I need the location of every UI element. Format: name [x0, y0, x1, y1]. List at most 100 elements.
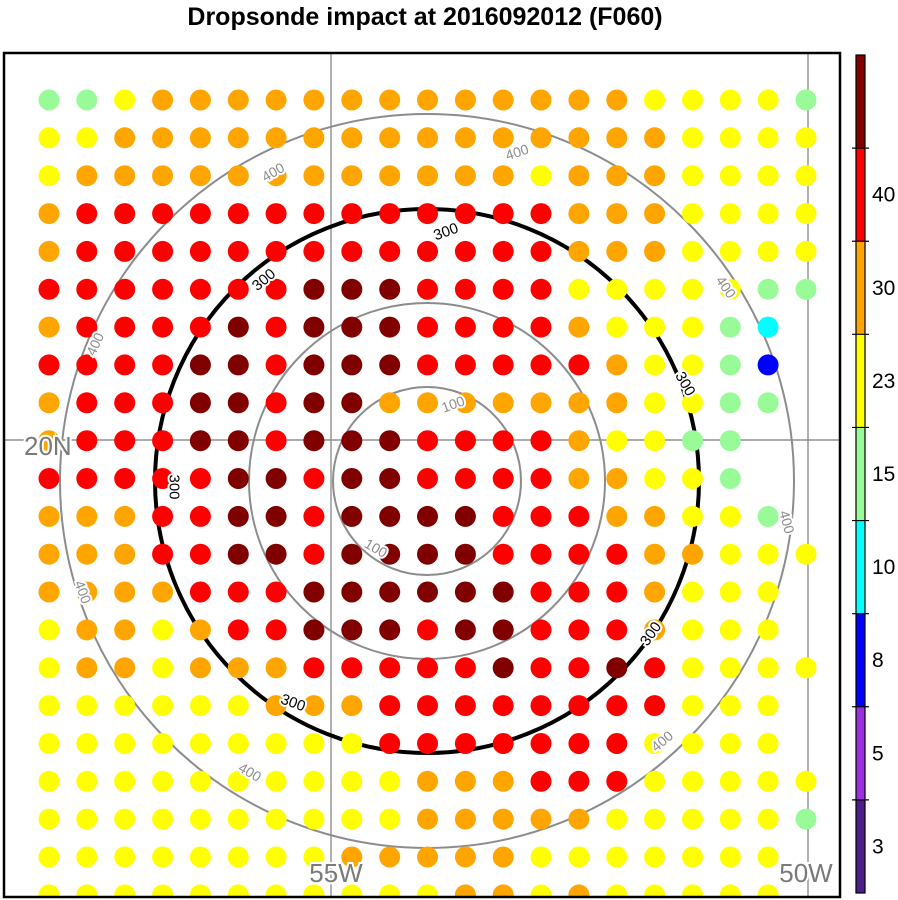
geo-labels: 20N 55W 50W [22, 429, 835, 890]
dropsonde-point [682, 695, 703, 717]
dropsonde-point [265, 733, 287, 754]
dropsonde-point [265, 203, 287, 225]
dropsonde-point [152, 733, 174, 754]
dropsonde-point [492, 89, 514, 111]
dropsonde-point [606, 89, 628, 111]
dropsonde-point [38, 203, 60, 225]
dropsonde-point [114, 505, 136, 527]
dropsonde-point [38, 505, 60, 527]
dropsonde-point [76, 770, 98, 792]
dropsonde-point [568, 127, 590, 149]
dropsonde-point [303, 468, 325, 489]
dropsonde-point [341, 884, 363, 897]
dropsonde-point [114, 770, 136, 792]
dropsonde-point [795, 278, 817, 300]
dropsonde-point [76, 89, 98, 111]
dropsonde-point [644, 354, 666, 376]
dropsonde-point [379, 884, 401, 897]
dropsonde-point [568, 733, 590, 754]
dropsonde-point [417, 354, 438, 376]
dropsonde-point [719, 884, 741, 897]
dropsonde-point [189, 733, 211, 754]
dropsonde-point [379, 695, 401, 717]
dropsonde-point [530, 165, 552, 187]
dropsonde-point [189, 165, 211, 187]
dropsonde-point [568, 695, 590, 717]
colorbar-tick-label: 15 [872, 463, 895, 486]
dropsonde-point [454, 354, 476, 376]
dropsonde-point [568, 884, 590, 897]
dropsonde-point [303, 354, 325, 376]
dropsonde-point [757, 89, 779, 111]
dropsonde-point [644, 505, 666, 527]
dropsonde-point [492, 619, 514, 641]
dropsonde-point [303, 657, 325, 679]
dropsonde-point [606, 127, 628, 149]
dropsonde-points [38, 89, 817, 897]
dropsonde-point [757, 581, 779, 603]
dropsonde-point [568, 770, 590, 792]
dropsonde-point [76, 430, 98, 452]
dropsonde-point [303, 127, 325, 149]
dropsonde-point [454, 468, 476, 489]
colorbar-bin [856, 334, 865, 428]
dropsonde-point [114, 203, 136, 225]
chart-title: Dropsonde impact at 2016092012 (F060) [187, 3, 663, 31]
dropsonde-point [265, 657, 287, 679]
dropsonde-point [76, 543, 98, 565]
dropsonde-point [719, 695, 741, 717]
dropsonde-point [265, 619, 287, 641]
dropsonde-point [417, 505, 438, 527]
range-ring-label: 300 [166, 474, 183, 499]
dropsonde-point [341, 430, 363, 452]
dropsonde-point [719, 392, 741, 414]
dropsonde-point [530, 733, 552, 754]
dropsonde-point [606, 657, 628, 679]
dropsonde-point [719, 165, 741, 187]
dropsonde-point [114, 468, 136, 489]
dropsonde-point [417, 695, 438, 717]
dropsonde-point [417, 203, 438, 225]
dropsonde-point [152, 695, 174, 717]
dropsonde-point [38, 468, 60, 489]
dropsonde-point [454, 165, 476, 187]
dropsonde-point [530, 278, 552, 300]
dropsonde-point [530, 392, 552, 414]
dropsonde-point [530, 770, 552, 792]
dropsonde-point [454, 543, 476, 565]
dropsonde-point [530, 316, 552, 338]
dropsonde-point [795, 165, 817, 187]
dropsonde-point [152, 165, 174, 187]
dropsonde-point [719, 846, 741, 868]
dropsonde-point [189, 505, 211, 527]
dropsonde-point [606, 770, 628, 792]
dropsonde-point [114, 846, 136, 868]
dropsonde-point [189, 240, 211, 262]
dropsonde-point [76, 240, 98, 262]
dropsonde-point [568, 430, 590, 452]
dropsonde-point [76, 392, 98, 414]
dropsonde-point [265, 240, 287, 262]
dropsonde-point [227, 430, 249, 452]
dropsonde-point [454, 733, 476, 754]
dropsonde-point [76, 581, 98, 603]
dropsonde-point [530, 240, 552, 262]
dropsonde-point [606, 240, 628, 262]
dropsonde-point [379, 392, 401, 414]
dropsonde-point [719, 127, 741, 149]
dropsonde-point [606, 278, 628, 300]
dropsonde-point [227, 240, 249, 262]
dropsonde-point [568, 505, 590, 527]
dropsonde-point [757, 316, 779, 338]
dropsonde-point [757, 543, 779, 565]
dropsonde-point [757, 733, 779, 754]
dropsonde-point [227, 884, 249, 897]
dropsonde-point [114, 316, 136, 338]
dropsonde-point [227, 354, 249, 376]
dropsonde-point [152, 203, 174, 225]
dropsonde-point [303, 884, 325, 897]
dropsonde-point [379, 430, 401, 452]
dropsonde-point [454, 657, 476, 679]
dropsonde-point [189, 127, 211, 149]
